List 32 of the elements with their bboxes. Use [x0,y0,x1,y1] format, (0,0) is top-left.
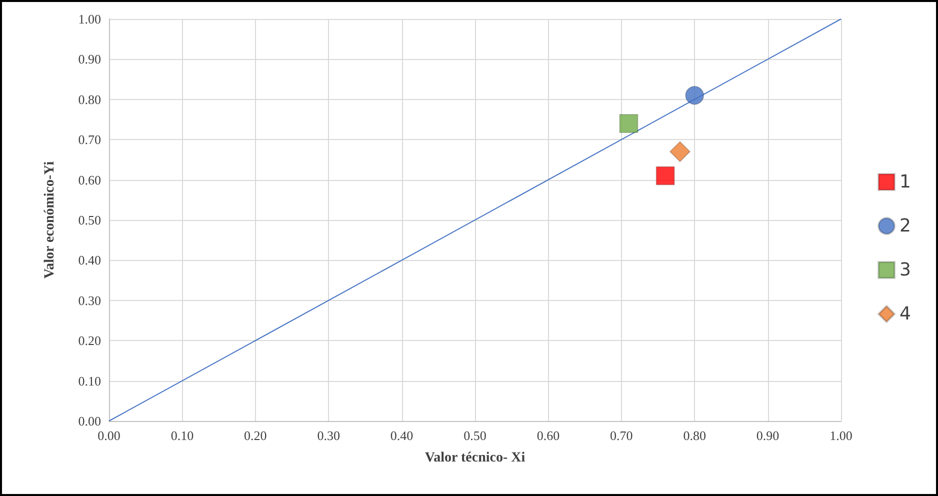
legend-label: 3 [900,260,911,280]
x-tick-label: 0.30 [317,428,340,443]
legend-label: 2 [900,216,911,236]
y-tick-label: 1.00 [78,12,101,26]
y-tick-label: 0.00 [78,414,101,428]
x-tick-label: 1.00 [830,428,852,443]
y-tick-label: 0.50 [78,212,101,228]
y-tick-label: 0.30 [78,292,101,308]
y-tick-label: 0.90 [78,52,101,67]
y-axis-title: Valor económico-Yi [42,161,58,279]
y-tick-label: 0.70 [78,132,101,148]
x-axis-title: Valor técnico- Xi [424,450,526,466]
x-tick-label: 0.40 [390,428,414,443]
x-tick-label: 0.50 [464,428,486,443]
y-tick-label: 0.60 [78,172,101,188]
point [656,166,675,186]
y-tick-label: 0.20 [78,333,101,348]
x-tick-label: 0.20 [244,428,267,443]
point [619,114,638,134]
point [669,141,690,162]
legend-label: 1 [900,172,911,192]
x-tick-label: 0.70 [610,428,633,443]
x-tick-label: 0.10 [170,428,194,443]
y-tick-label: 0.80 [78,92,101,107]
x-tick-label: 0.80 [683,428,706,443]
x-tick-label: 0.00 [98,428,120,443]
legend-label: 4 [900,304,911,324]
x-tick-label: 0.90 [756,428,780,443]
x-tick-label: 0.60 [536,428,560,443]
y-tick-label: 0.10 [78,373,101,388]
y-tick-label: 0.40 [78,252,101,268]
point [685,86,704,105]
